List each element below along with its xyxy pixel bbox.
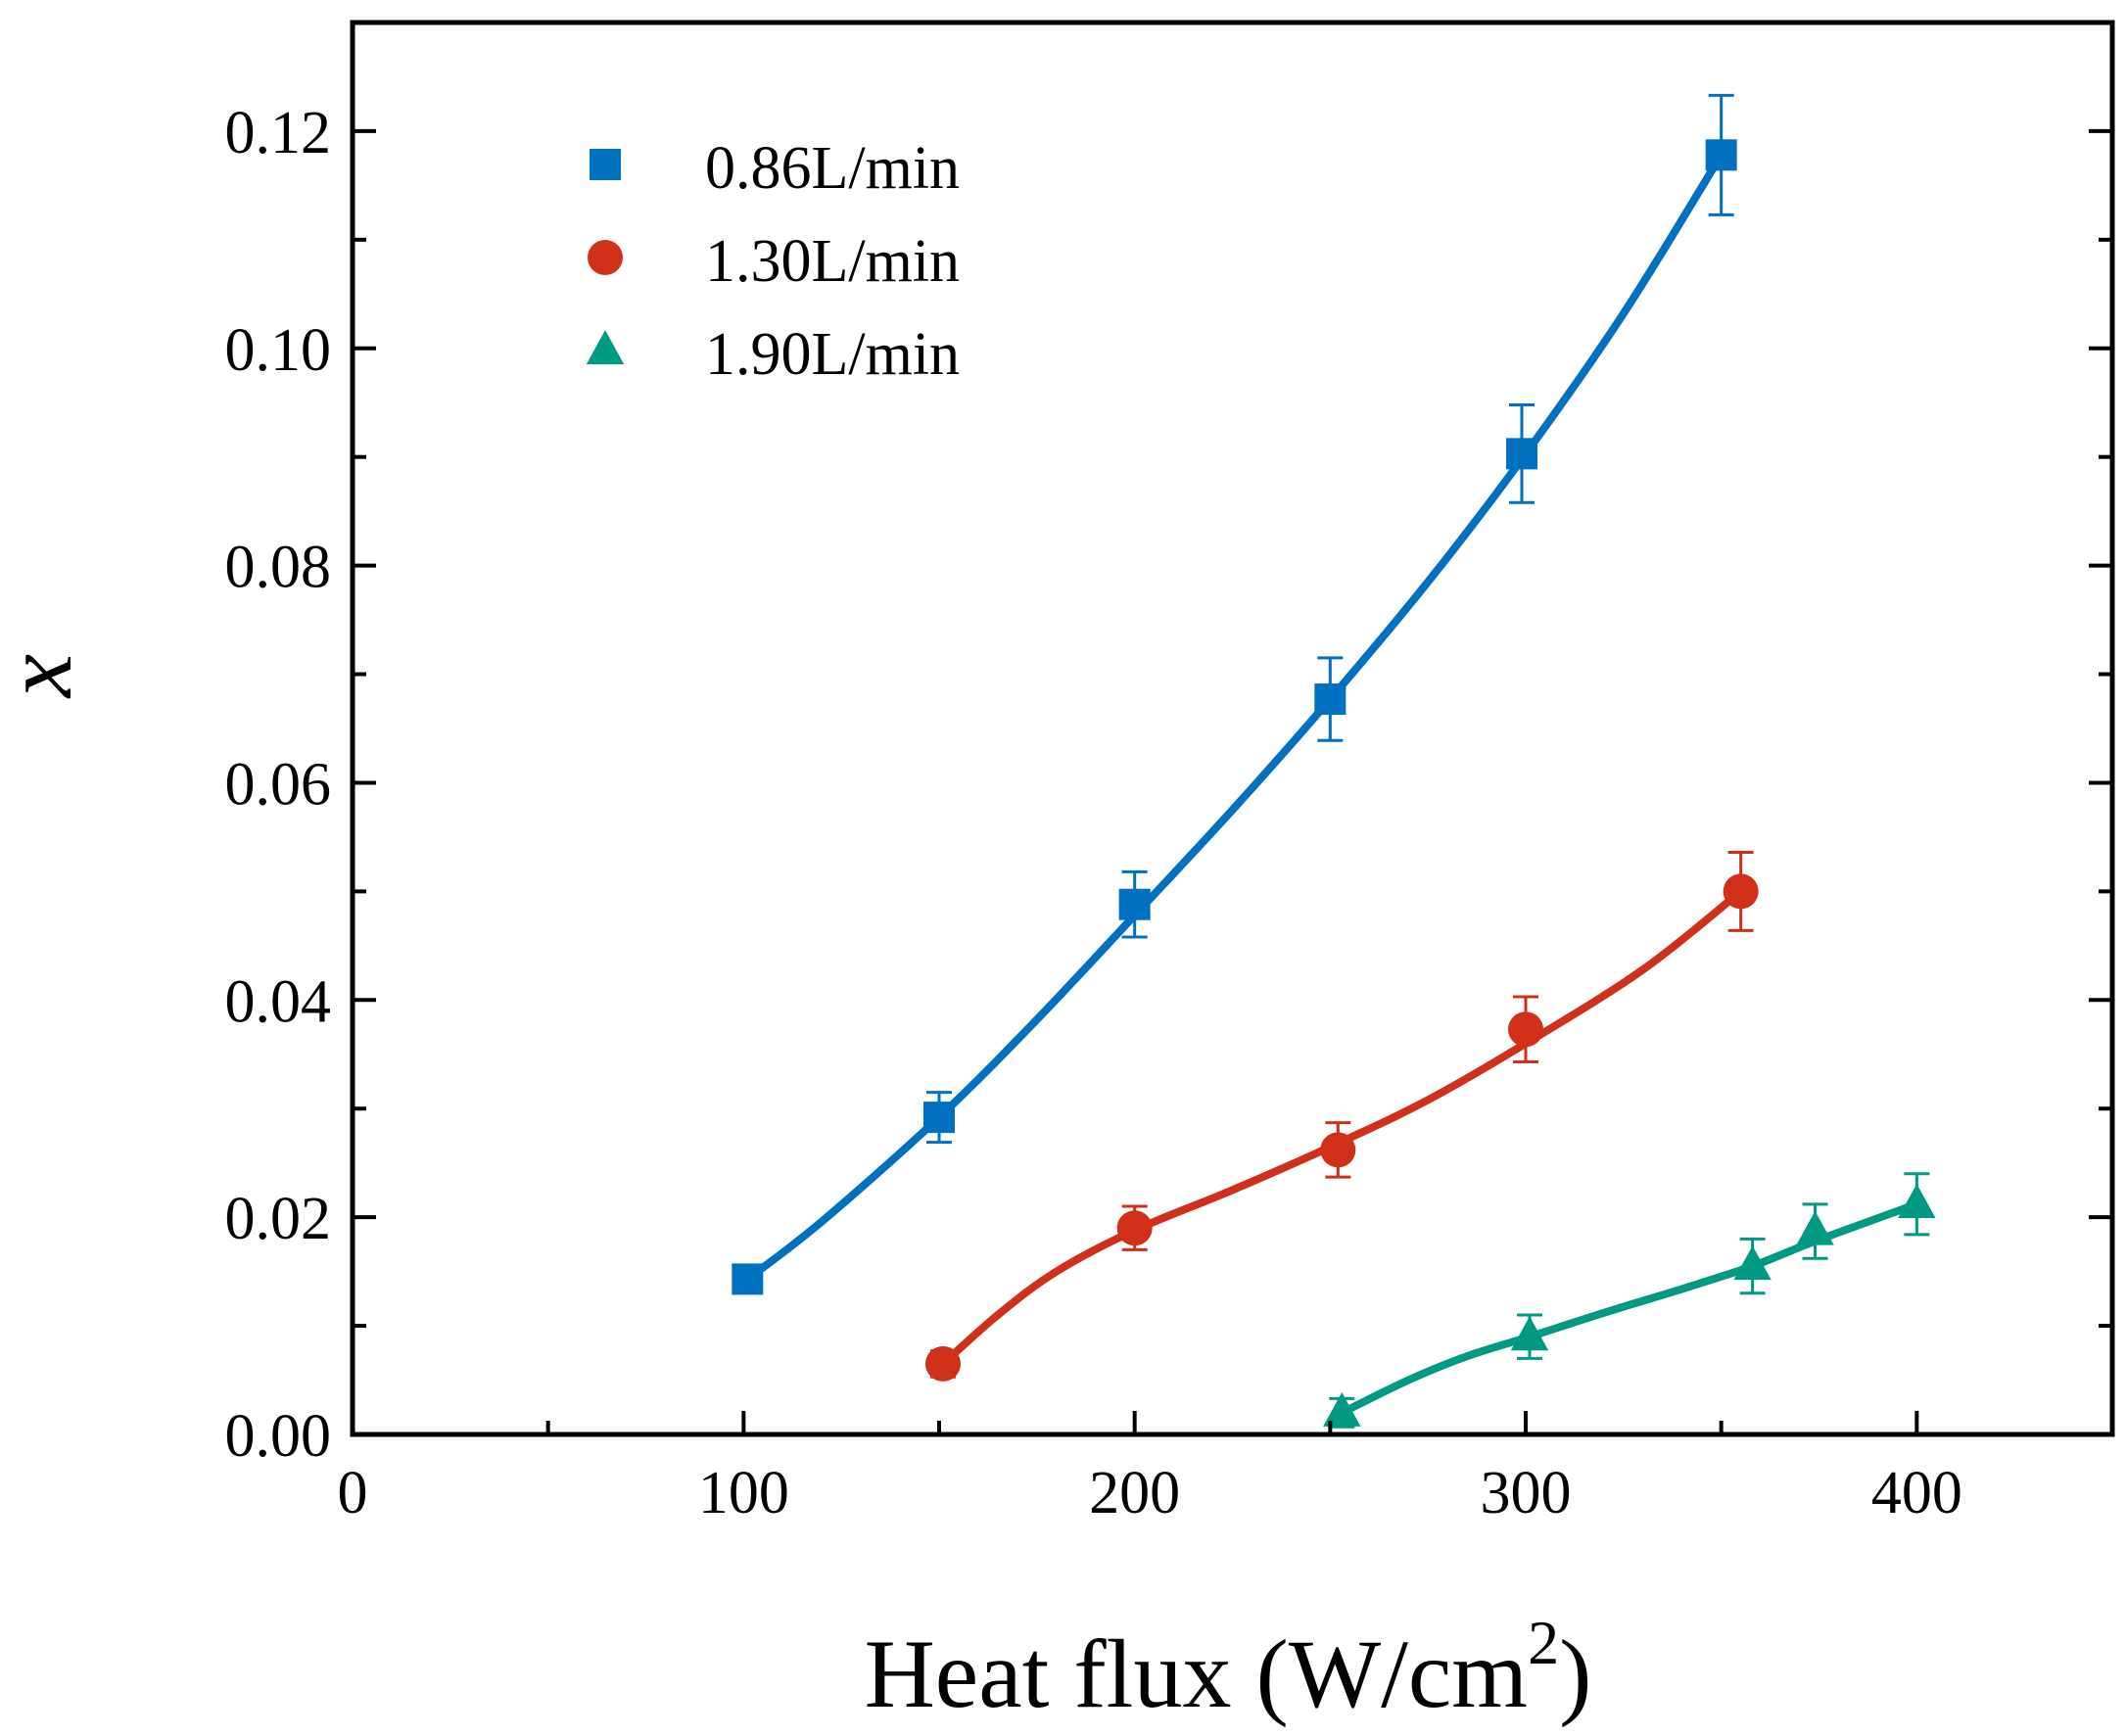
data-point-triangle bbox=[1796, 1210, 1834, 1245]
data-point-square bbox=[923, 1102, 955, 1134]
data-point-square bbox=[1314, 683, 1346, 716]
data-point-square bbox=[1118, 888, 1151, 920]
data-point-circle bbox=[1116, 1210, 1153, 1246]
y-tick-label: 0.08 bbox=[225, 535, 332, 601]
legend: 0.86L/min 1.30L/min 1.90L/min bbox=[586, 135, 960, 388]
data-point-square bbox=[732, 1263, 764, 1295]
legend-marker-circle bbox=[588, 240, 623, 275]
legend-marker-triangle bbox=[586, 330, 625, 365]
data-point-triangle bbox=[1323, 1391, 1361, 1427]
x-tick-label: 400 bbox=[1871, 1460, 1962, 1526]
data-point-square bbox=[1705, 139, 1737, 171]
legend-label: 0.86L/min bbox=[705, 135, 960, 202]
x-axis-title-superscript: 2 bbox=[1528, 1608, 1559, 1677]
legend-marker-square bbox=[590, 149, 621, 180]
axis-ticks bbox=[351, 128, 2112, 1436]
y-tick-label: 0.10 bbox=[225, 317, 332, 384]
error-bars bbox=[926, 93, 1930, 1429]
data-point-square bbox=[1506, 438, 1538, 470]
x-tick-label: 200 bbox=[1089, 1460, 1180, 1526]
legend-label: 1.30L/min bbox=[705, 228, 960, 295]
x-tick-labels: 0 100 200 300 400 bbox=[338, 1460, 1962, 1526]
y-axis-title: x bbox=[0, 654, 92, 699]
legend-label: 1.90L/min bbox=[705, 321, 960, 388]
data-point-triangle bbox=[1510, 1316, 1549, 1351]
y-tick-label: 0.00 bbox=[225, 1403, 332, 1470]
x-tick-label: 100 bbox=[698, 1460, 789, 1526]
data-point-triangle bbox=[1898, 1184, 1936, 1218]
y-tick-label: 0.12 bbox=[225, 100, 332, 166]
plot-frame bbox=[350, 20, 2115, 1437]
x-tick-label: 0 bbox=[338, 1460, 368, 1526]
data-markers bbox=[732, 139, 1936, 1427]
data-point-triangle bbox=[1733, 1245, 1772, 1281]
data-point-circle bbox=[1320, 1132, 1356, 1168]
y-tick-label: 0.04 bbox=[225, 968, 332, 1035]
x-tick-label: 300 bbox=[1481, 1460, 1572, 1526]
data-point-circle bbox=[1723, 873, 1759, 910]
x-axis-title: Heat flux (W/cm2) bbox=[865, 1608, 1592, 1728]
data-point-circle bbox=[924, 1345, 961, 1382]
fit-curve-circle bbox=[939, 887, 1745, 1368]
fit-curve-triangle bbox=[1338, 1199, 1921, 1417]
x-axis-title-main: Heat flux (W/cm bbox=[865, 1619, 1529, 1728]
y-tick-labels: 0.00 0.02 0.04 0.06 0.08 0.10 0.12 bbox=[225, 100, 332, 1470]
data-point-circle bbox=[1508, 1011, 1543, 1048]
x-axis-title-close: ) bbox=[1559, 1619, 1591, 1728]
y-tick-label: 0.02 bbox=[225, 1186, 332, 1252]
y-tick-label: 0.06 bbox=[225, 751, 332, 818]
